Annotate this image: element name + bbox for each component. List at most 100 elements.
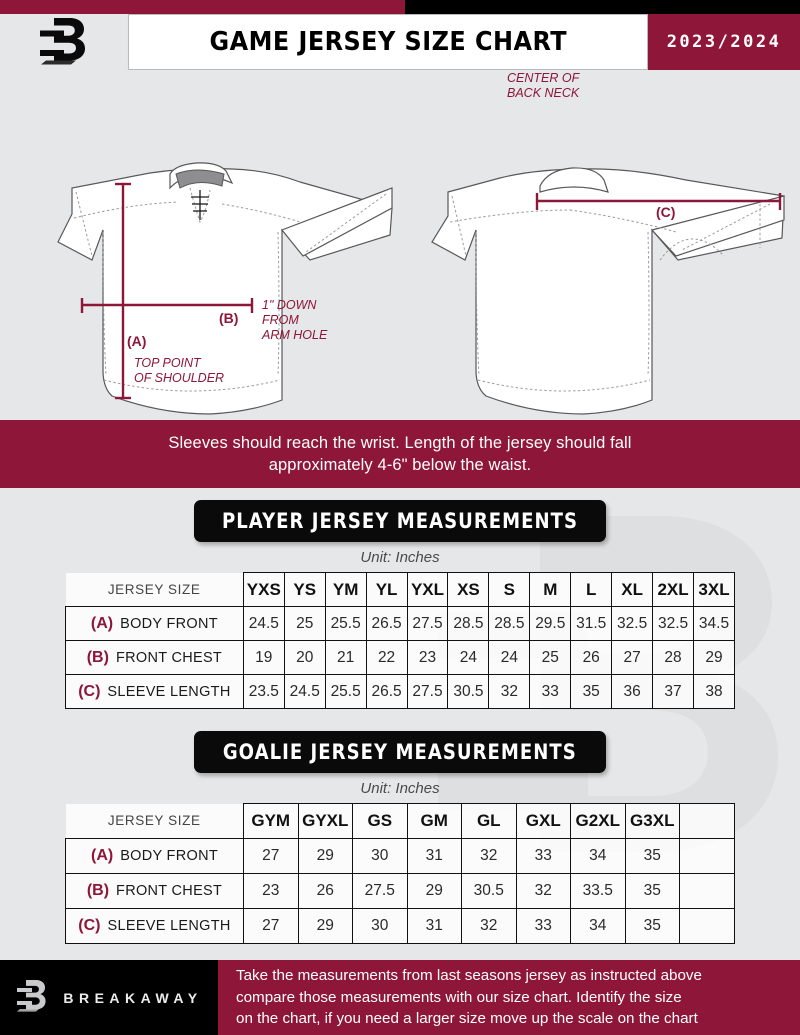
measurement-value-cell: 34	[570, 908, 626, 944]
season-badge: 2023/2024	[648, 14, 800, 70]
empty-column-header	[679, 803, 735, 839]
size-column-header: S	[488, 572, 531, 607]
size-column-header: G3XL	[624, 803, 680, 839]
measurement-value-cell: 29	[297, 908, 353, 944]
player-unit-label: Unit: Inches	[360, 549, 440, 566]
breakaway-b-logo-icon	[40, 18, 85, 65]
measurement-label-cell: (C) SLEEVE LENGTH	[65, 674, 244, 709]
measurement-value-cell: 23.5	[242, 674, 285, 709]
footer-brand-block: BREAKAWAY	[0, 960, 218, 1035]
player-measurements-table: JERSEY SIZE YXS YS YM YL YXL XS S M L XL 2XL 3XL (A) B…	[65, 572, 735, 709]
measurement-value-cell: 29.5	[529, 606, 572, 641]
table-row: (B) FRONT CHEST 23 26 27.5 29 30.5 32 33.5 35	[65, 873, 735, 909]
measurement-value-cell: 21	[324, 640, 367, 675]
measurement-value-cell: 23	[406, 640, 449, 675]
size-column-header: M	[529, 572, 572, 607]
measurement-value-cell: 20	[283, 640, 326, 675]
measurement-value-cell: 35	[624, 838, 680, 874]
size-column-header: GM	[406, 803, 462, 839]
measurement-value-cell: 19	[242, 640, 285, 675]
size-column-header: XL	[611, 572, 654, 607]
measurement-value-cell: 37	[652, 674, 694, 709]
size-column-header: XS	[447, 572, 490, 607]
empty-value-cell	[679, 873, 735, 909]
page-title: GAME JERSEY SIZE CHART	[209, 27, 567, 57]
measurement-value-cell: 35	[624, 908, 680, 944]
page-footer: BREAKAWAY Take the measurements from las…	[0, 960, 800, 1035]
goalie-table-body: JERSEY SIZE GYM GYXL GS GM GL GXL G2XL G3XL (A) BO…	[65, 803, 735, 944]
measurement-value-cell: 32.5	[611, 606, 654, 641]
measurement-name: BODY FRONT	[120, 848, 218, 864]
jersey-size-header: JERSEY SIZE	[65, 572, 244, 607]
footer-instruction-line-1: Take the measurements from last seasons …	[236, 967, 702, 985]
page-header: GAME JERSEY SIZE CHART 2023/2024	[0, 14, 800, 70]
measurement-value-cell: 33	[515, 908, 571, 944]
measurement-value-cell: 26.5	[365, 674, 408, 709]
measurement-name: FRONT CHEST	[115, 649, 223, 666]
player-section-tab: PLAYER JERSEY MEASUREMENTS	[194, 500, 606, 542]
size-column-header: GS	[352, 803, 408, 839]
measurement-tag: (C)	[78, 917, 101, 934]
measurement-name: SLEEVE LENGTH	[107, 918, 231, 934]
measurements-section: PLAYER JERSEY MEASUREMENTS Unit: Inches …	[0, 488, 800, 960]
measurement-value-cell: 22	[365, 640, 408, 675]
back-label-c-note-1: CENTER OF	[507, 71, 581, 85]
measurement-value-cell: 28.5	[447, 606, 490, 641]
measurement-value-cell: 28.5	[488, 606, 531, 641]
measurement-tag: (C)	[78, 682, 101, 700]
footer-instructions: Take the measurements from last seasons …	[218, 960, 800, 1035]
player-section-title: PLAYER JERSEY MEASUREMENTS	[221, 509, 579, 533]
back-label-c-note-2: BACK NECK	[507, 86, 580, 100]
measurement-value-cell: 27.5	[406, 606, 449, 641]
size-column-header: G2XL	[570, 803, 626, 839]
size-column-header: GXL	[515, 803, 571, 839]
measurement-value-cell: 26	[297, 873, 353, 909]
measurement-value-cell: 26.5	[365, 606, 408, 641]
measurement-tag: (B)	[86, 648, 109, 666]
top-strip-black	[405, 0, 800, 14]
measurement-value-cell: 25.5	[324, 674, 367, 709]
measurement-value-cell: 24	[447, 640, 490, 675]
table-row: (A) BODY FRONT 24.5 25 25.5 26.5 27.5 28.5 28.5 2…	[65, 606, 735, 641]
measurement-value-cell: 33.5	[570, 873, 626, 909]
front-label-b-note-1: 1" DOWN	[262, 298, 317, 312]
size-column-header: YL	[365, 572, 408, 607]
measurement-value-cell: 29	[297, 838, 353, 874]
jersey-front-illustration: (A) TOP POINT OF SHOULDER (B) 1" DOWN FR…	[57, 162, 393, 415]
measurement-name: SLEEVE LENGTH	[107, 683, 231, 700]
size-column-header: YXL	[406, 572, 449, 607]
measurement-value-cell: 32	[461, 908, 517, 944]
measurement-value-cell: 29	[693, 640, 735, 675]
measurement-value-cell: 35	[624, 873, 680, 909]
measurement-value-cell: 26	[570, 640, 613, 675]
goalie-section-tab: GOALIE JERSEY MEASUREMENTS	[194, 731, 606, 773]
jersey-diagrams: .jline { fill:#ffffff; stroke:#58585b; s…	[0, 70, 800, 418]
goalie-measurements-table: JERSEY SIZE GYM GYXL GS GM GL GXL G2XL G3XL (A) BO…	[65, 803, 735, 944]
measurement-value-cell: 34	[570, 838, 626, 874]
measurement-label-cell: (B) FRONT CHEST	[65, 873, 244, 909]
measurement-label-cell: (A) BODY FRONT	[65, 838, 244, 874]
measurement-value-cell: 23	[243, 873, 299, 909]
measurement-value-cell: 38	[693, 674, 735, 709]
size-column-header: YS	[283, 572, 326, 607]
table-row: (C) SLEEVE LENGTH 27 29 30 31 32 33 34 35	[65, 908, 735, 944]
size-column-header: YXS	[242, 572, 285, 607]
measurement-tag: (B)	[86, 882, 110, 899]
measurement-value-cell: 35	[570, 674, 613, 709]
footer-instruction-line-2: compare those measurements with our size…	[236, 988, 682, 1006]
jersey-size-header: JERSEY SIZE	[65, 803, 244, 839]
back-label-c-tag: (C)	[656, 204, 675, 220]
measurement-label-cell: (B) FRONT CHEST	[65, 640, 244, 675]
measurement-value-cell: 25	[529, 640, 572, 675]
fit-note-banner: Sleeves should reach the wrist. Length o…	[0, 420, 800, 488]
footer-instruction-line-3: on the chart, if you need a larger size …	[236, 1010, 698, 1028]
measurement-value-cell: 29	[406, 873, 462, 909]
jersey-diagram-svg: .jline { fill:#ffffff; stroke:#58585b; s…	[57, 71, 785, 415]
measurement-value-cell: 27	[243, 908, 299, 944]
player-table-body: JERSEY SIZE YXS YS YM YL YXL XS S M L XL 2XL 3XL (A) B…	[65, 572, 735, 709]
measurement-value-cell: 32.5	[652, 606, 694, 641]
measurement-value-cell: 27	[243, 838, 299, 874]
size-column-header: L	[570, 572, 613, 607]
measurement-value-cell: 30.5	[447, 674, 490, 709]
